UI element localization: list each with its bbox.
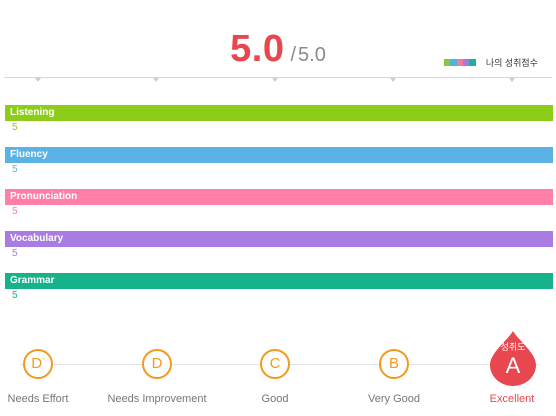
category-vocabulary: Vocabulary 5 xyxy=(5,231,553,261)
category-listening: Listening 5 xyxy=(5,105,553,135)
grade-letter: B xyxy=(388,355,399,372)
scale-tick xyxy=(509,78,515,82)
scale-tick xyxy=(390,78,396,82)
legend-swatch xyxy=(443,59,476,66)
score-total: 5.0 xyxy=(298,44,326,66)
category-bar: Pronunciation xyxy=(5,189,553,205)
category-score: 5 xyxy=(12,122,18,133)
legend-swatch-segment xyxy=(463,59,470,66)
grade-c-badge: C xyxy=(260,349,290,379)
legend-swatch-segment xyxy=(450,59,457,66)
grade-letter: C xyxy=(269,355,281,372)
grade-letter: D xyxy=(151,355,163,372)
scale-tick xyxy=(153,78,159,82)
grade-modifier: - xyxy=(42,354,45,363)
grade-label: Very Good xyxy=(368,393,420,405)
legend-swatch-segment xyxy=(456,59,464,66)
legend-swatch-segment xyxy=(469,59,476,66)
grade-label: Good xyxy=(261,393,289,405)
grade-label: Needs Effort xyxy=(7,393,69,405)
scale-tick xyxy=(272,78,278,82)
legend-label: 나의 성취점수 xyxy=(485,58,538,68)
category-bar: Vocabulary xyxy=(5,231,553,247)
category-score: 5 xyxy=(12,290,18,301)
drop-shape-icon xyxy=(490,331,536,386)
category-score: 5 xyxy=(12,206,18,217)
category-pronunciation: Pronunciation 5 xyxy=(5,189,553,219)
grade-d-badge: D xyxy=(142,349,172,379)
overall-score: 5.0/5.0 xyxy=(0,30,556,68)
grade-b-badge: B xyxy=(379,349,409,379)
category-fluency: Fluency 5 xyxy=(5,147,553,177)
legend: 나의 성취점수 xyxy=(443,56,538,69)
current-grade-caption: 성취도 xyxy=(500,342,526,352)
category-bar: Grammar xyxy=(5,273,553,289)
grade-label: Excellent xyxy=(489,393,535,405)
category-grammar: Grammar 5 xyxy=(5,273,553,303)
score-separator: / xyxy=(290,44,297,66)
grade-label: Needs Improvement xyxy=(107,393,207,405)
score-value: 5.0 xyxy=(230,28,285,70)
scale-line xyxy=(4,77,552,78)
category-bar: Listening xyxy=(5,105,553,121)
grade-d-minus-badge: D- xyxy=(23,349,53,379)
scale-tick xyxy=(35,78,41,82)
category-score: 5 xyxy=(12,248,18,259)
grade-letter: D xyxy=(31,355,43,372)
current-grade-letter: A xyxy=(505,353,521,378)
category-score: 5 xyxy=(12,164,18,175)
category-bar: Fluency xyxy=(5,147,553,163)
current-grade-marker: 성취도 A xyxy=(488,329,538,387)
legend-swatch-segment xyxy=(443,59,451,66)
